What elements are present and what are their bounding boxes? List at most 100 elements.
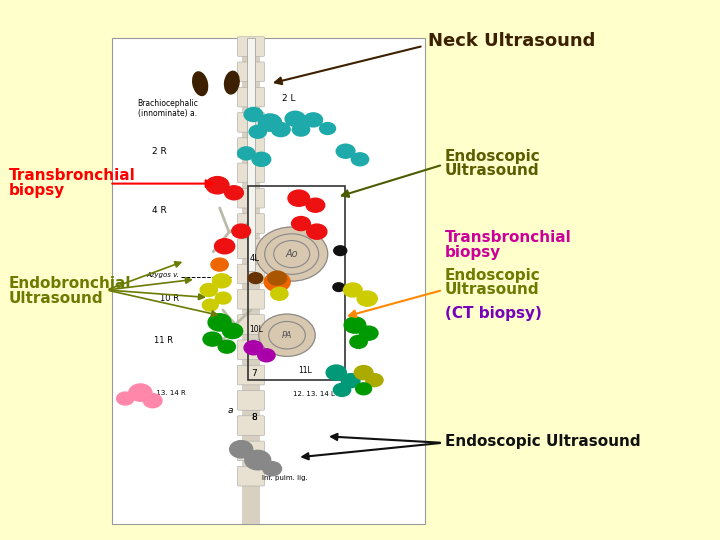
Circle shape (344, 317, 366, 333)
Text: PA: PA (282, 330, 292, 340)
Circle shape (143, 394, 162, 408)
FancyBboxPatch shape (112, 38, 425, 524)
Circle shape (230, 441, 253, 458)
FancyBboxPatch shape (238, 264, 265, 284)
FancyBboxPatch shape (238, 390, 265, 410)
Circle shape (285, 111, 305, 126)
Text: Ultrasound: Ultrasound (445, 282, 539, 298)
Text: Endoscopic: Endoscopic (445, 268, 541, 283)
Text: Inf. pulm. lig.: Inf. pulm. lig. (262, 475, 307, 481)
Circle shape (249, 125, 266, 138)
Text: 7: 7 (251, 369, 257, 377)
Text: (CT biopsy): (CT biopsy) (445, 306, 542, 321)
Text: 11L: 11L (298, 366, 312, 375)
FancyBboxPatch shape (243, 38, 260, 524)
Circle shape (359, 326, 378, 340)
Ellipse shape (193, 72, 207, 96)
Circle shape (211, 258, 228, 271)
Circle shape (206, 177, 229, 194)
Circle shape (203, 332, 222, 346)
Text: 5: 5 (314, 225, 320, 234)
Circle shape (292, 123, 310, 136)
Circle shape (258, 114, 282, 131)
Circle shape (264, 272, 290, 292)
Circle shape (263, 462, 282, 476)
Text: 10L: 10L (249, 325, 264, 334)
FancyBboxPatch shape (238, 62, 265, 82)
Circle shape (326, 365, 346, 380)
Circle shape (215, 292, 231, 304)
Circle shape (117, 392, 134, 405)
Circle shape (350, 335, 367, 348)
Text: Endobronchial: Endobronchial (9, 276, 131, 291)
Text: 8: 8 (251, 413, 257, 422)
FancyBboxPatch shape (238, 467, 265, 486)
Text: Brachiocephalic
(innominate) a.: Brachiocephalic (innominate) a. (138, 99, 199, 118)
Circle shape (306, 198, 325, 212)
Circle shape (238, 147, 255, 160)
Text: Transbronchial: Transbronchial (9, 168, 135, 183)
Circle shape (307, 224, 327, 239)
FancyBboxPatch shape (238, 289, 265, 309)
Circle shape (268, 271, 287, 285)
FancyBboxPatch shape (238, 365, 265, 385)
Circle shape (333, 283, 344, 292)
Text: Ao: Ao (285, 249, 298, 259)
Circle shape (341, 374, 360, 388)
Circle shape (215, 239, 235, 254)
Text: 11 R: 11 R (154, 335, 173, 345)
Text: 4L: 4L (249, 254, 259, 264)
Text: Azygos v.: Azygos v. (146, 272, 179, 279)
Text: 2 L: 2 L (282, 94, 296, 103)
Circle shape (271, 123, 290, 137)
Text: 4 R: 4 R (153, 206, 167, 215)
Text: biopsy: biopsy (9, 183, 65, 198)
Circle shape (202, 299, 218, 311)
Ellipse shape (225, 71, 239, 94)
Circle shape (258, 314, 315, 356)
FancyBboxPatch shape (238, 441, 265, 461)
Text: a: a (228, 406, 233, 415)
FancyBboxPatch shape (238, 315, 265, 334)
Text: Transbronchial: Transbronchial (445, 230, 572, 245)
FancyBboxPatch shape (238, 138, 265, 158)
FancyBboxPatch shape (238, 239, 265, 259)
Circle shape (366, 374, 383, 387)
Circle shape (351, 153, 369, 166)
Circle shape (225, 186, 243, 200)
Circle shape (244, 107, 263, 122)
Circle shape (288, 190, 310, 206)
Circle shape (271, 287, 288, 300)
Circle shape (258, 349, 275, 362)
Text: 12. 13. 14 L: 12. 13. 14 L (293, 391, 335, 397)
Circle shape (212, 274, 231, 288)
Text: 2 R: 2 R (153, 147, 167, 157)
Circle shape (333, 383, 351, 396)
Text: 9: 9 (251, 452, 257, 461)
Circle shape (252, 152, 271, 166)
FancyBboxPatch shape (238, 112, 265, 132)
Circle shape (354, 366, 373, 380)
Circle shape (245, 450, 271, 470)
Circle shape (357, 291, 377, 306)
Circle shape (356, 383, 372, 395)
Text: biopsy: biopsy (445, 245, 501, 260)
Text: 10 R: 10 R (160, 294, 179, 303)
Circle shape (208, 314, 231, 331)
FancyBboxPatch shape (238, 87, 265, 107)
Circle shape (292, 217, 310, 231)
Circle shape (200, 284, 217, 296)
Text: Endoscopic Ultrasound: Endoscopic Ultrasound (445, 434, 641, 449)
FancyBboxPatch shape (238, 214, 265, 233)
Circle shape (244, 341, 263, 355)
Circle shape (304, 113, 323, 127)
Text: Endoscopic: Endoscopic (445, 149, 541, 164)
Text: Neck Ultrasound: Neck Ultrasound (428, 31, 595, 50)
Circle shape (320, 123, 336, 134)
Circle shape (336, 144, 355, 158)
Text: Ultrasound: Ultrasound (9, 291, 103, 306)
Circle shape (232, 224, 251, 238)
Circle shape (218, 340, 235, 353)
Circle shape (222, 323, 243, 339)
FancyBboxPatch shape (238, 340, 265, 360)
